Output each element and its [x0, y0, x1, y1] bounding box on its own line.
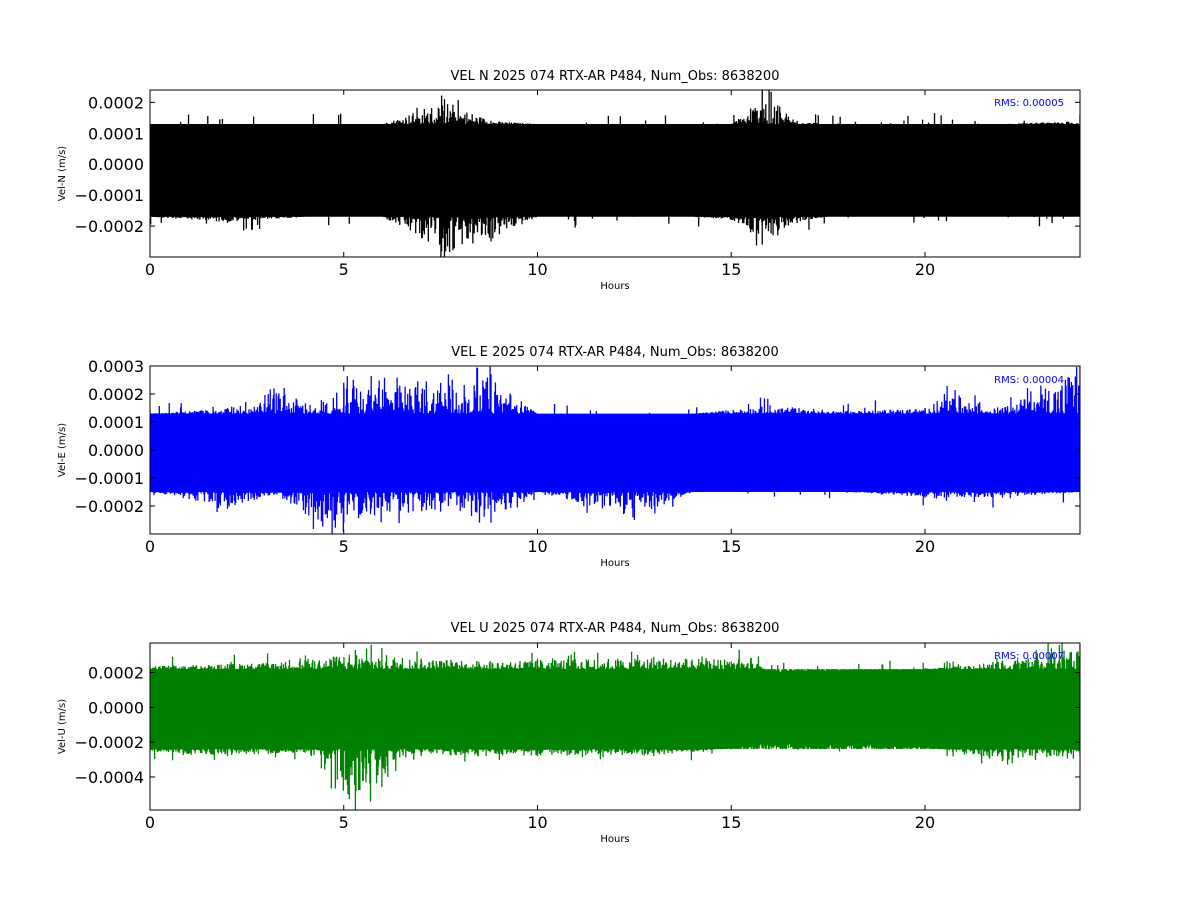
y-tick-label: 0.0003 [88, 357, 144, 376]
y-tick-label: 0.0001 [88, 124, 144, 143]
plot-area [150, 366, 1080, 534]
series-line-0 [150, 643, 1080, 810]
series-line-0 [150, 90, 1080, 257]
y-tick-label: 0.0002 [88, 385, 144, 404]
y-tick-label: −0.0002 [75, 733, 144, 752]
x-tick-label: 0 [145, 537, 155, 556]
axis-ticks: 0 5 10 15 20 0.0002 0.0000 −0.0002 −0.0004 [75, 643, 1080, 832]
series-line-0 [150, 366, 1080, 534]
y-tick-label: −0.0004 [75, 768, 144, 787]
x-tick-label: 10 [527, 537, 547, 556]
rms-annotation: RMS: 0.00005 [994, 98, 1064, 109]
y-tick-label: −0.0002 [75, 217, 144, 236]
x-axis-label: Hours [600, 834, 629, 845]
axis-ticks: 0 5 10 15 20 0.0003 0.0002 0.0001 0.0000 −0.0001 −… [75, 357, 1080, 556]
axes-frame [149, 89, 1081, 258]
x-axis-label: Hours [600, 558, 629, 569]
y-tick-label: 0.0000 [88, 441, 144, 460]
x-tick-label: 5 [339, 813, 349, 832]
y-tick-label: 0.0000 [88, 698, 144, 717]
x-axis-label: Hours [600, 281, 629, 292]
axes-frame [149, 642, 1081, 811]
rms-annotation: RMS: 0.00007 [994, 651, 1064, 662]
y-axis-label: Vel-U (m/s) [57, 699, 68, 754]
y-tick-label: −0.0001 [75, 186, 144, 205]
x-tick-label: 5 [339, 260, 349, 279]
y-tick-label: −0.0002 [75, 497, 144, 516]
panel-title: VEL E 2025 074 RTX-AR P484, Num_Obs: 863… [451, 345, 778, 360]
x-tick-label: 15 [721, 537, 741, 556]
y-tick-label: 0.0002 [88, 664, 144, 683]
panel-title: VEL U 2025 074 RTX-AR P484, Num_Obs: 863… [451, 621, 780, 636]
y-tick-label: 0.0001 [88, 413, 144, 432]
x-tick-label: 10 [527, 260, 547, 279]
y-axis-label: Vel-E (m/s) [57, 423, 68, 477]
plot-area [150, 90, 1080, 257]
panel-title: VEL N 2025 074 RTX-AR P484, Num_Obs: 863… [451, 69, 780, 84]
x-tick-label: 5 [339, 537, 349, 556]
panel-vel-n: VEL N 2025 074 RTX-AR P484, Num_Obs: 863… [57, 69, 1081, 292]
panel-vel-u: VEL U 2025 074 RTX-AR P484, Num_Obs: 863… [57, 621, 1081, 845]
y-tick-label: 0.0000 [88, 155, 144, 174]
rms-annotation: RMS: 0.00004 [994, 375, 1064, 386]
y-axis-label: Vel-N (m/s) [57, 146, 68, 201]
x-tick-label: 0 [145, 260, 155, 279]
x-tick-label: 20 [915, 537, 935, 556]
panel-vel-e: VEL E 2025 074 RTX-AR P484, Num_Obs: 863… [57, 345, 1081, 569]
x-tick-label: 15 [721, 813, 741, 832]
plot-area [150, 643, 1080, 810]
x-tick-label: 0 [145, 813, 155, 832]
x-tick-label: 10 [527, 813, 547, 832]
x-tick-label: 20 [915, 813, 935, 832]
x-tick-label: 15 [721, 260, 741, 279]
y-tick-label: −0.0001 [75, 469, 144, 488]
y-tick-label: 0.0002 [88, 93, 144, 112]
x-tick-label: 20 [915, 260, 935, 279]
axis-ticks: 0 5 10 15 20 0.0002 0.0001 0.0000 −0.0001 −0.0002 [75, 90, 1080, 279]
